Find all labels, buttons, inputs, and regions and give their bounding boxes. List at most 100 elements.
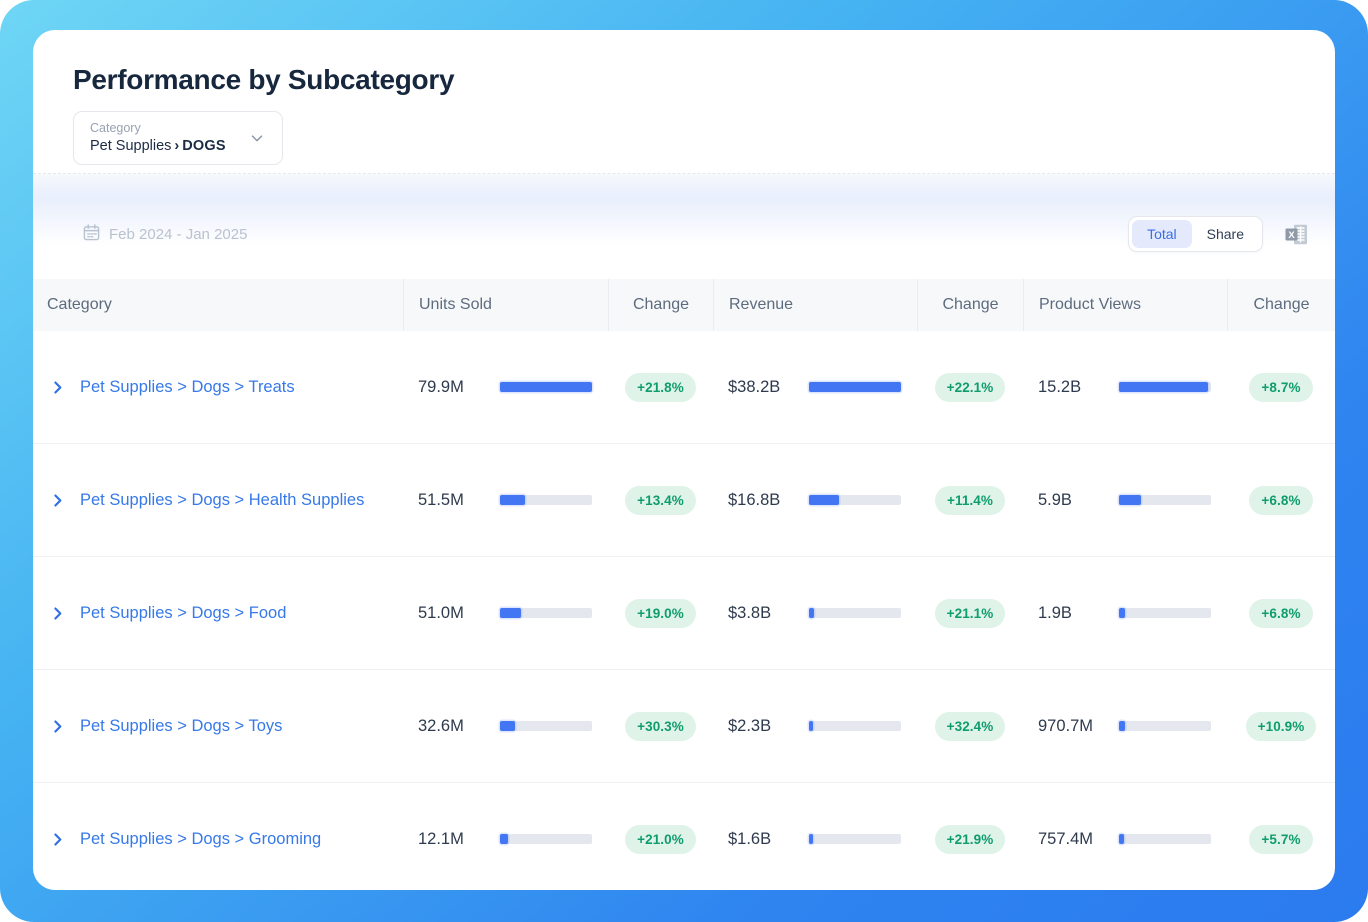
views-change-badge: +6.8% — [1249, 485, 1313, 515]
revenue-bar — [809, 608, 901, 618]
toggle-total-button[interactable]: Total — [1132, 220, 1192, 248]
product-views-value: 970.7M — [1038, 716, 1094, 735]
table-row: Pet Supplies > Dogs > Health Supplies 51… — [33, 444, 1335, 557]
units-sold-value: 12.1M — [418, 829, 464, 848]
table-body: Pet Supplies > Dogs > Treats 79.9M +21.8… — [33, 331, 1335, 890]
category-link[interactable]: Pet Supplies > Dogs > Treats — [80, 377, 295, 396]
date-range-picker[interactable]: Feb 2024 - Jan 2025 — [83, 223, 248, 245]
category-link[interactable]: Pet Supplies > Dogs > Toys — [80, 716, 283, 735]
units-change-badge: +21.0% — [625, 824, 696, 854]
revenue-bar-fill — [809, 608, 814, 618]
units-sold-bar-fill — [500, 382, 592, 392]
revenue-bar-fill — [809, 495, 840, 505]
product-views-bar — [1119, 495, 1211, 505]
revenue-value: $38.2B — [728, 377, 781, 396]
col-header-revenue-change: Change — [917, 279, 1023, 331]
col-header-views-change: Change — [1227, 279, 1335, 331]
units-sold-value: 32.6M — [418, 716, 464, 735]
category-dropdown-text: Category Pet Supplies › DOGS — [90, 121, 226, 154]
units-sold-bar — [500, 721, 592, 731]
units-sold-value: 51.5M — [418, 490, 464, 509]
units-sold-bar — [500, 495, 592, 505]
category-dropdown-label: Category — [90, 121, 141, 135]
table-row: Pet Supplies > Dogs > Treats 79.9M +21.8… — [33, 331, 1335, 444]
units-change-badge: +13.4% — [625, 485, 696, 515]
table-header-row: Category Units Sold Change Revenue Chang… — [33, 279, 1335, 331]
revenue-bar — [809, 382, 901, 392]
toolbar-band: Feb 2024 - Jan 2025 Total Share X — [33, 173, 1335, 279]
product-views-bar-fill — [1119, 495, 1142, 505]
units-sold-bar — [500, 608, 592, 618]
revenue-change-badge: +21.9% — [934, 824, 1006, 854]
product-views-bar-fill — [1119, 382, 1209, 392]
category-path-root: Pet Supplies — [90, 138, 172, 154]
category-link[interactable]: Pet Supplies > Dogs > Grooming — [80, 829, 322, 848]
category-path-separator: › — [174, 138, 180, 154]
units-change-badge: +30.3% — [625, 711, 696, 741]
col-header-category: Category — [47, 296, 112, 313]
col-header-units-change: Change — [608, 279, 713, 331]
units-sold-bar-fill — [500, 834, 509, 844]
revenue-change-badge: +11.4% — [934, 485, 1006, 515]
chevron-right-expand-icon[interactable] — [49, 379, 66, 396]
category-link[interactable]: Pet Supplies > Dogs > Food — [80, 603, 287, 622]
product-views-value: 1.9B — [1038, 603, 1072, 622]
product-views-bar-fill — [1119, 608, 1125, 618]
toolbar-right: Total Share X — [1128, 216, 1309, 252]
table-row: Pet Supplies > Dogs > Food 51.0M +19.0% … — [33, 557, 1335, 670]
units-sold-bar — [500, 382, 592, 392]
chevron-right-expand-icon[interactable] — [49, 605, 66, 622]
category-dropdown[interactable]: Category Pet Supplies › DOGS — [73, 111, 283, 165]
views-change-badge: +10.9% — [1245, 711, 1317, 741]
revenue-value: $2.3B — [728, 716, 772, 735]
performance-table: Category Units Sold Change Revenue Chang… — [33, 279, 1335, 890]
category-dropdown-value: Pet Supplies › DOGS — [90, 138, 226, 154]
units-sold-bar-fill — [500, 721, 515, 731]
col-header-product-views: Product Views — [1023, 279, 1227, 331]
col-header-revenue: Revenue — [713, 279, 917, 331]
revenue-value: $1.6B — [728, 829, 772, 848]
views-change-badge: +8.7% — [1249, 372, 1313, 402]
toolbar: Feb 2024 - Jan 2025 Total Share X — [83, 216, 1309, 252]
card-header: Performance by Subcategory Category Pet … — [33, 30, 1335, 173]
revenue-bar-fill — [809, 721, 813, 731]
units-sold-bar-fill — [500, 495, 525, 505]
product-views-bar-fill — [1119, 721, 1125, 731]
calendar-icon — [83, 223, 100, 245]
product-views-value: 757.4M — [1038, 829, 1094, 848]
revenue-change-badge: +22.1% — [934, 372, 1006, 402]
revenue-bar-fill — [809, 382, 901, 392]
views-change-badge: +5.7% — [1249, 824, 1313, 854]
table-row: Pet Supplies > Dogs > Grooming 12.1M +21… — [33, 783, 1335, 890]
chevron-right-expand-icon[interactable] — [49, 831, 66, 848]
chevron-right-expand-icon[interactable] — [49, 492, 66, 509]
units-sold-value: 51.0M — [418, 603, 464, 622]
revenue-bar — [809, 721, 901, 731]
col-header-units-sold: Units Sold — [403, 279, 608, 331]
units-sold-value: 79.9M — [418, 377, 464, 396]
total-share-toggle: Total Share — [1128, 216, 1263, 252]
product-views-value: 15.2B — [1038, 377, 1082, 396]
revenue-bar — [809, 834, 901, 844]
views-change-badge: +6.8% — [1249, 598, 1313, 628]
units-sold-bar — [500, 834, 592, 844]
dashboard-card: Performance by Subcategory Category Pet … — [33, 30, 1335, 890]
date-range-label: Feb 2024 - Jan 2025 — [109, 225, 248, 243]
units-change-badge: +19.0% — [625, 598, 696, 628]
product-views-bar — [1119, 721, 1211, 731]
category-path-selected: DOGS — [182, 138, 226, 154]
category-link[interactable]: Pet Supplies > Dogs > Health Supplies — [80, 490, 365, 509]
toggle-share-button[interactable]: Share — [1192, 220, 1259, 248]
product-views-bar-fill — [1119, 834, 1124, 844]
product-views-value: 5.9B — [1038, 490, 1072, 509]
product-views-bar — [1119, 382, 1211, 392]
revenue-change-badge: +32.4% — [934, 711, 1006, 741]
product-views-bar — [1119, 834, 1211, 844]
revenue-value: $16.8B — [728, 490, 781, 509]
units-change-badge: +21.8% — [625, 372, 696, 402]
chevron-down-icon — [248, 129, 266, 147]
revenue-bar — [809, 495, 901, 505]
excel-export-icon[interactable]: X — [1285, 224, 1309, 245]
chevron-right-expand-icon[interactable] — [49, 718, 66, 735]
